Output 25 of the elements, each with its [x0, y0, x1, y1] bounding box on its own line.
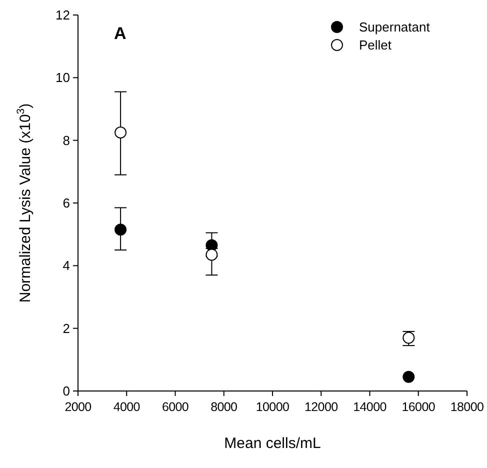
point: [402, 332, 415, 344]
legend-label: Pellet: [359, 38, 392, 53]
x-tick-label: 10000: [256, 400, 290, 414]
point: [206, 248, 218, 261]
x-tick-label: 16000: [402, 400, 436, 414]
y-tick-label: 8: [62, 132, 70, 148]
x-tick-label: 4000: [113, 400, 140, 414]
text: A: [114, 24, 126, 43]
point: [114, 126, 127, 138]
y-tick-label: 4: [62, 258, 70, 274]
x-tick-label: 2000: [64, 400, 92, 414]
x-axis-title: Mean cells/mL: [224, 435, 321, 452]
y-tick-label: 6: [62, 196, 70, 211]
x-tick-label: 12000: [304, 400, 338, 414]
x-tick-label: 8000: [210, 400, 238, 414]
x-tick-label: 14000: [353, 400, 387, 414]
y-tick-label: 0: [62, 384, 70, 399]
y-tick-label: 2: [62, 320, 70, 336]
point: [114, 224, 127, 236]
x-tick-label: 18000: [450, 400, 484, 414]
y-tick-label: 10: [56, 70, 70, 86]
point: [402, 370, 415, 383]
legend-label: Supernatant: [359, 20, 430, 35]
x-tick-label: 6000: [162, 400, 189, 414]
y-tick-label: 12: [56, 8, 70, 23]
